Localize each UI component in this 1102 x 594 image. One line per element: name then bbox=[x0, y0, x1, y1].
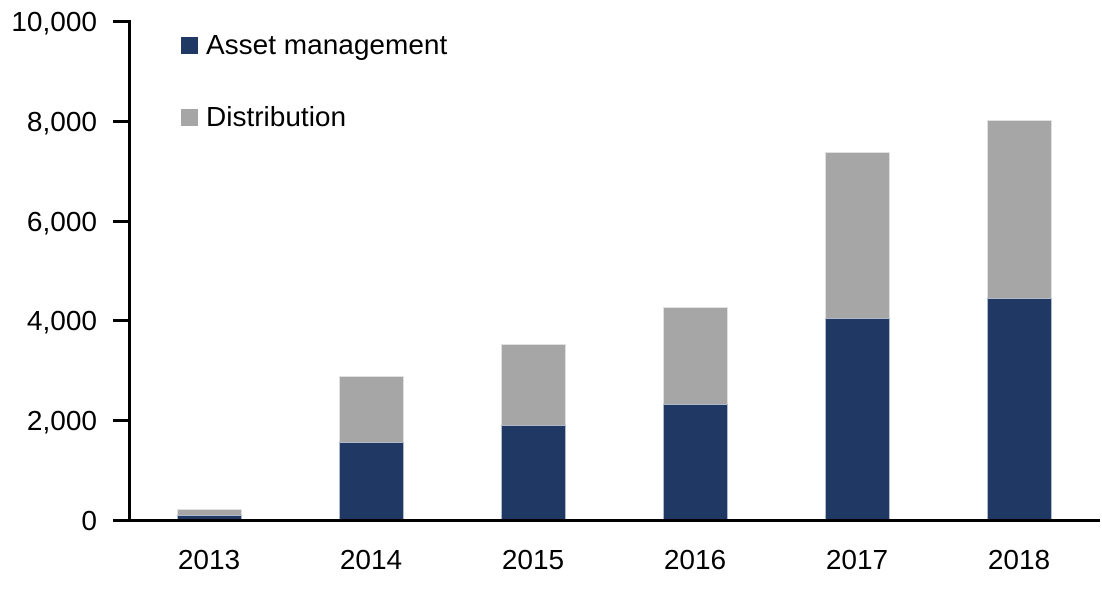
y-tick-label: 4,000 bbox=[26, 305, 97, 337]
x-tick-label: 2015 bbox=[501, 544, 565, 575]
legend-item-distribution: Distribution bbox=[181, 103, 346, 131]
legend-swatch-distribution bbox=[181, 108, 198, 126]
legend-item-asset-management: Asset management bbox=[181, 31, 447, 59]
x-tick-label: 2017 bbox=[825, 544, 889, 575]
legend-swatch-asset-management bbox=[181, 36, 198, 54]
y-tick-label: 2,000 bbox=[26, 405, 97, 437]
bar-segment-distribution bbox=[986, 119, 1052, 299]
y-tick-label: 8,000 bbox=[26, 105, 97, 137]
y-tick-mark bbox=[113, 20, 128, 23]
y-tick-mark bbox=[113, 119, 128, 123]
legend-label: Distribution bbox=[206, 101, 347, 132]
y-tick-mark bbox=[113, 419, 128, 423]
bar-segment-distribution bbox=[500, 344, 566, 426]
x-tick-label: 2014 bbox=[339, 544, 403, 575]
y-tick-label: 10,000 bbox=[11, 6, 97, 37]
bar-segment-distribution bbox=[824, 151, 890, 319]
x-tick-label: 2013 bbox=[177, 544, 241, 575]
bar-segment-asset-management bbox=[662, 404, 728, 519]
bar-segment-asset-management bbox=[824, 318, 890, 519]
bar-segment-distribution bbox=[662, 307, 728, 405]
bar-segment-asset-management bbox=[986, 298, 1052, 519]
bar-segment-asset-management bbox=[338, 442, 404, 519]
bar-segment-distribution bbox=[338, 376, 404, 443]
bar-segment-asset-management bbox=[500, 425, 566, 519]
x-axis-line bbox=[128, 519, 1100, 522]
y-tick-label: 6,000 bbox=[26, 205, 97, 237]
y-tick-mark bbox=[113, 219, 128, 223]
x-tick-label: 2018 bbox=[987, 544, 1051, 575]
y-tick-mark bbox=[113, 319, 128, 323]
x-tick-label: 2016 bbox=[663, 544, 727, 575]
y-tick-mark bbox=[113, 519, 128, 522]
legend-label: Asset management bbox=[206, 29, 448, 60]
y-tick-label: 0 bbox=[81, 505, 97, 536]
bar-segment-asset-management bbox=[176, 514, 242, 519]
bar-segment-distribution bbox=[176, 509, 242, 515]
y-axis-line bbox=[128, 20, 131, 522]
